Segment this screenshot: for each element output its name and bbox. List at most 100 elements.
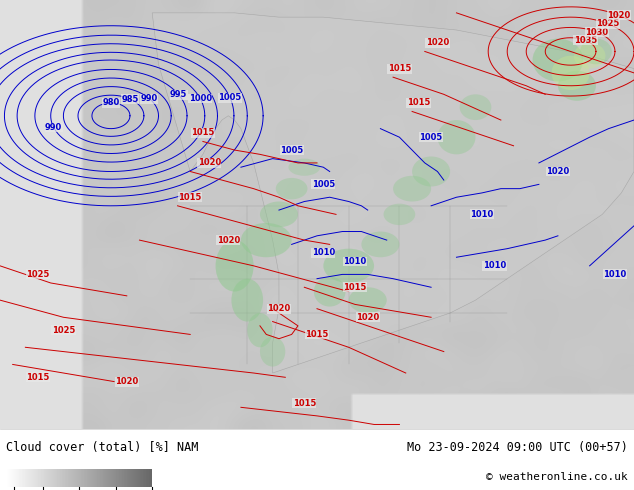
Bar xyxy=(127,468,128,487)
Bar xyxy=(90,468,91,487)
Text: 1020: 1020 xyxy=(547,167,569,176)
Bar xyxy=(43,468,44,487)
Ellipse shape xyxy=(216,240,254,292)
Bar xyxy=(8,468,10,487)
Text: 990: 990 xyxy=(45,123,62,132)
Bar xyxy=(34,468,35,487)
Text: 1005: 1005 xyxy=(280,146,303,154)
Bar xyxy=(121,468,122,487)
Bar xyxy=(84,468,85,487)
Bar xyxy=(72,468,73,487)
Bar xyxy=(102,468,103,487)
Text: 1005: 1005 xyxy=(219,94,242,102)
Bar xyxy=(89,468,90,487)
Ellipse shape xyxy=(574,43,605,69)
Bar xyxy=(93,468,94,487)
Bar xyxy=(114,468,115,487)
Bar xyxy=(151,468,152,487)
Bar xyxy=(56,468,57,487)
Bar xyxy=(61,468,63,487)
Bar xyxy=(85,468,86,487)
Bar xyxy=(55,468,56,487)
Text: 1015: 1015 xyxy=(293,398,316,408)
Bar xyxy=(36,468,37,487)
Bar xyxy=(12,468,13,487)
Bar xyxy=(120,468,121,487)
Bar xyxy=(124,468,125,487)
Text: 1010: 1010 xyxy=(470,210,493,219)
Bar xyxy=(26,468,27,487)
Ellipse shape xyxy=(361,232,399,257)
Bar xyxy=(138,468,139,487)
Bar xyxy=(123,468,124,487)
Bar xyxy=(101,468,102,487)
Bar xyxy=(41,468,42,487)
Text: 1025: 1025 xyxy=(596,19,619,28)
Bar xyxy=(46,468,47,487)
Bar xyxy=(87,468,88,487)
Bar xyxy=(14,468,15,487)
Bar xyxy=(115,468,116,487)
Text: 1010: 1010 xyxy=(604,270,626,279)
Bar xyxy=(100,468,101,487)
Ellipse shape xyxy=(260,201,298,227)
Ellipse shape xyxy=(231,279,263,321)
Ellipse shape xyxy=(241,223,292,257)
Text: 995: 995 xyxy=(170,90,188,99)
Bar xyxy=(64,468,65,487)
Text: 1015: 1015 xyxy=(179,193,202,202)
Ellipse shape xyxy=(460,94,491,120)
Bar xyxy=(118,468,119,487)
Bar xyxy=(132,468,133,487)
Bar xyxy=(68,468,69,487)
Bar xyxy=(81,468,82,487)
Bar xyxy=(79,468,80,487)
Bar xyxy=(69,468,70,487)
Bar xyxy=(115,468,117,487)
Text: 1025: 1025 xyxy=(27,270,49,279)
Text: 1015: 1015 xyxy=(191,128,214,137)
Bar xyxy=(96,468,97,487)
Bar xyxy=(21,468,22,487)
Text: 1015: 1015 xyxy=(407,98,430,107)
Text: 1020: 1020 xyxy=(115,377,138,386)
Ellipse shape xyxy=(323,249,374,283)
Bar xyxy=(117,468,118,487)
Bar xyxy=(103,468,104,487)
Bar xyxy=(125,468,126,487)
Bar xyxy=(97,468,98,487)
Bar xyxy=(53,468,54,487)
Text: 1020: 1020 xyxy=(217,236,240,245)
Bar xyxy=(99,468,100,487)
Bar xyxy=(24,468,25,487)
Bar xyxy=(105,468,107,487)
Text: 990: 990 xyxy=(141,94,158,103)
Bar xyxy=(13,468,14,487)
Bar xyxy=(52,468,53,487)
Bar xyxy=(137,468,138,487)
Text: Mo 23-09-2024 09:00 UTC (00+57): Mo 23-09-2024 09:00 UTC (00+57) xyxy=(407,441,628,454)
Bar xyxy=(126,468,127,487)
Ellipse shape xyxy=(247,313,273,347)
Bar xyxy=(78,468,79,487)
Bar xyxy=(149,468,150,487)
Ellipse shape xyxy=(533,39,583,81)
Bar xyxy=(16,468,17,487)
Bar xyxy=(42,468,43,487)
Bar xyxy=(54,468,55,487)
Bar xyxy=(83,468,84,487)
Bar xyxy=(150,468,151,487)
Ellipse shape xyxy=(314,276,346,307)
Bar xyxy=(19,468,20,487)
Bar xyxy=(119,468,120,487)
Text: 1015: 1015 xyxy=(388,64,411,73)
Ellipse shape xyxy=(393,176,431,201)
Bar xyxy=(107,468,108,487)
Ellipse shape xyxy=(552,56,590,90)
Bar xyxy=(6,468,7,487)
Bar xyxy=(134,468,136,487)
Bar xyxy=(11,468,12,487)
Bar xyxy=(88,468,89,487)
Text: 1020: 1020 xyxy=(268,304,290,313)
Bar xyxy=(94,468,95,487)
